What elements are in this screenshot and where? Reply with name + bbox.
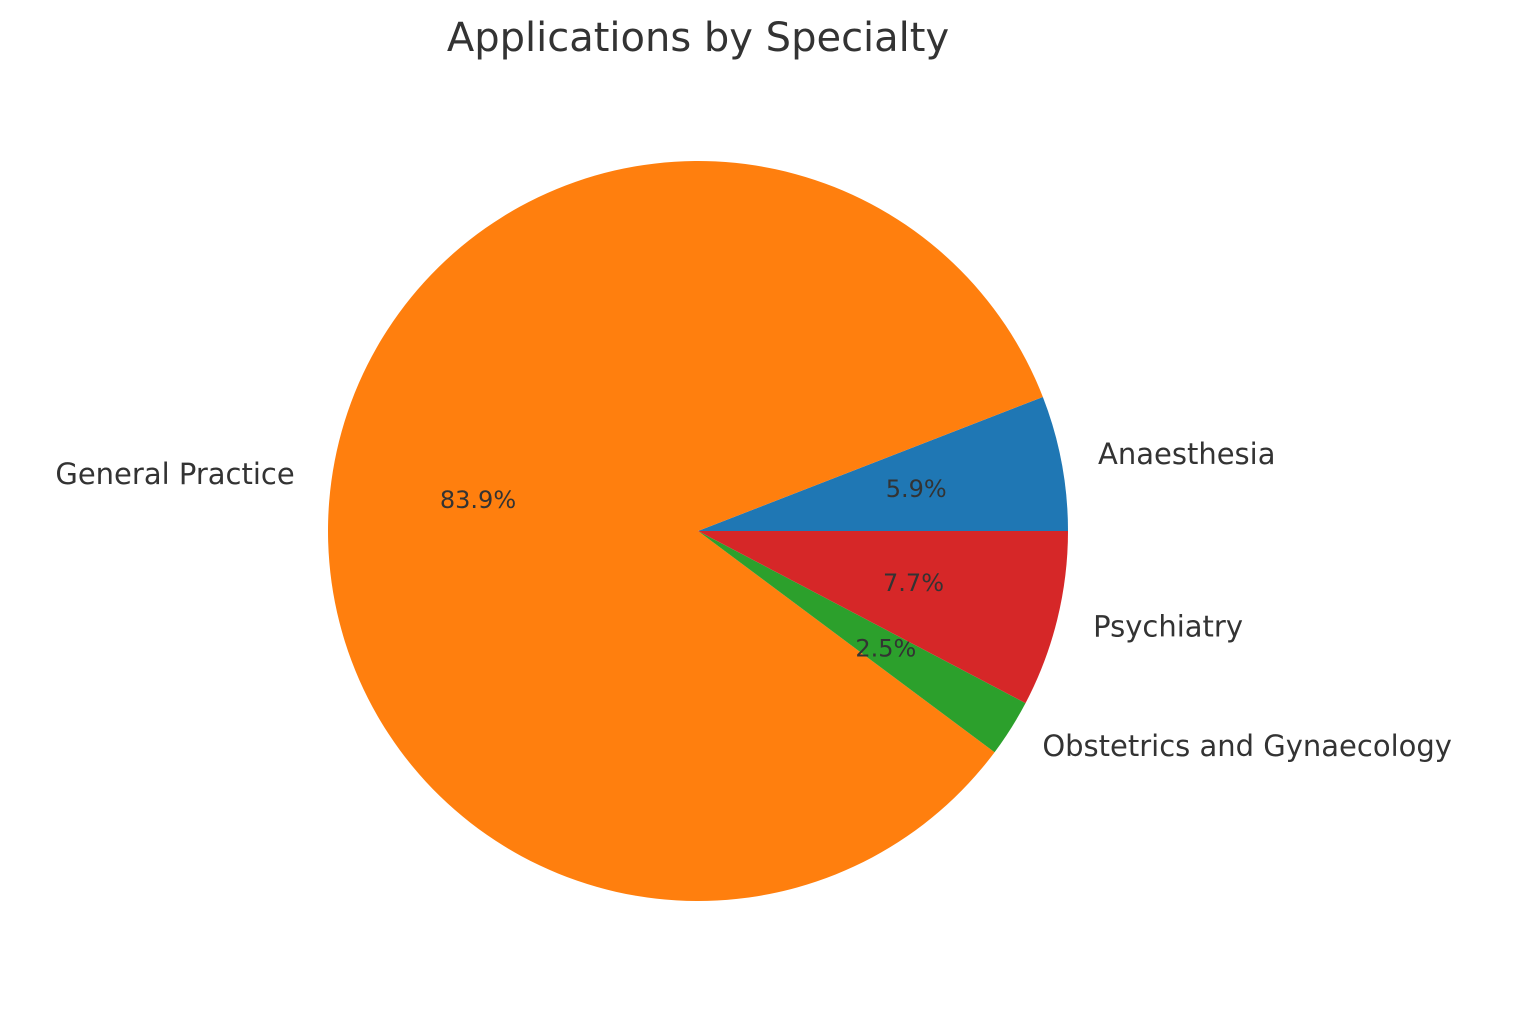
- pie-slice: [698, 531, 1068, 704]
- pie-slice: [698, 396, 1068, 531]
- pie-slice: [328, 161, 1043, 902]
- value-label: 83.9%: [440, 486, 516, 514]
- slice-label: Anaesthesia: [1098, 437, 1275, 471]
- pie-slice: [698, 531, 1026, 753]
- slice-label: Psychiatry: [1093, 609, 1243, 643]
- value-label: 5.9%: [886, 475, 947, 503]
- value-label: 7.7%: [883, 569, 944, 597]
- chart-title: Applications by Specialty: [447, 15, 949, 61]
- slice-label: General Practice: [55, 457, 294, 491]
- slice-label: Obstetrics and Gynaecology: [1042, 729, 1452, 763]
